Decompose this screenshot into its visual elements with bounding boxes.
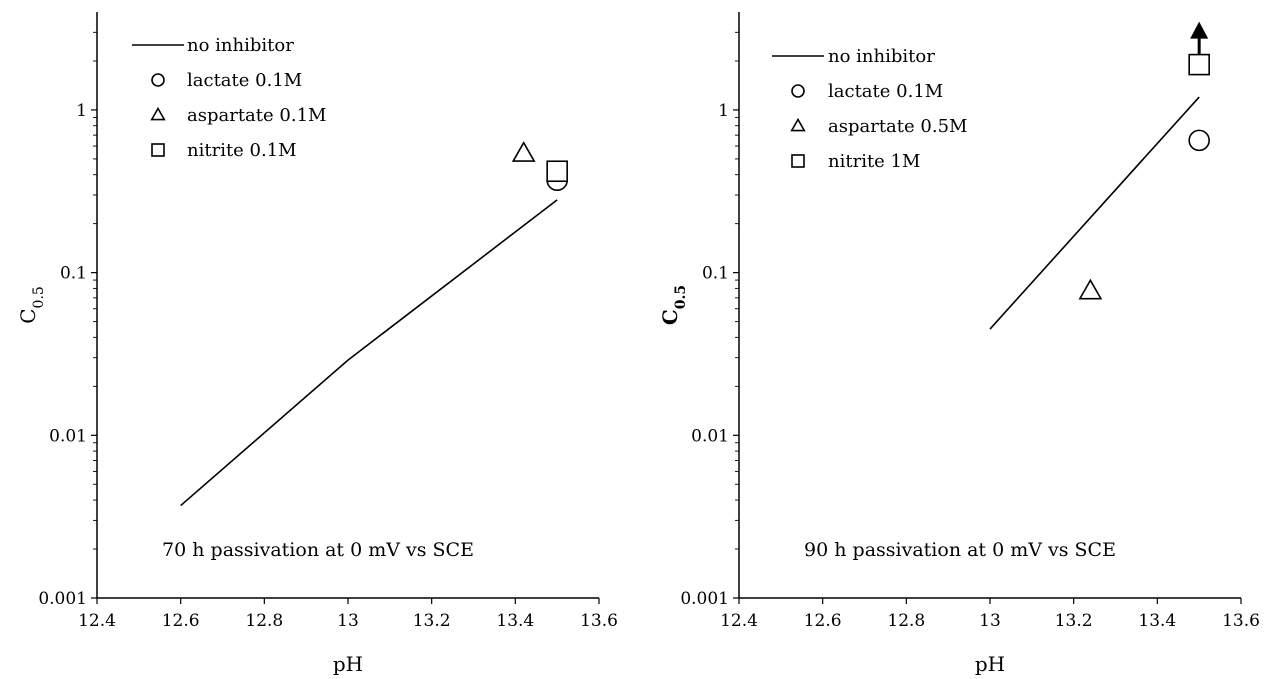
legend-label-lactate-0-1m: lactate 0.1M bbox=[187, 70, 302, 91]
x-axis-title: pH bbox=[333, 652, 363, 676]
data-point-nitrite-0-1m bbox=[546, 160, 568, 183]
x-tick-label: 13.2 bbox=[1055, 611, 1093, 631]
y-tick-label: 1 bbox=[718, 101, 729, 121]
legend-label-no-inhibitor: no inhibitor bbox=[828, 46, 935, 67]
chart-panel-90h: 12.4 12.6 12.8 13 13.2 13.4 13.6 0.001 0.01 0.1 1 p… bbox=[658, 12, 1260, 676]
data-point-aspartate-0-1m bbox=[511, 141, 536, 162]
legend-label-aspartate-0-1m: aspartate 0.1M bbox=[187, 105, 326, 126]
y-tick-label: 0.001 bbox=[680, 589, 729, 609]
y-tick-label: 1 bbox=[76, 101, 87, 121]
x-tick-label: 13.4 bbox=[1138, 611, 1176, 631]
legend-label-aspartate-0-5m: aspartate 0.5M bbox=[828, 116, 967, 137]
chart-panel-70h: 12.4 12.6 12.8 13 13.2 13.4 13.6 0.001 0.01 0.1 1 p… bbox=[16, 12, 618, 676]
up-arrow-head bbox=[1190, 21, 1209, 39]
x-tick-label: 12.8 bbox=[887, 611, 925, 631]
y-tick-label: 0.01 bbox=[49, 426, 87, 446]
y-tick-label: 0.1 bbox=[60, 264, 87, 284]
legend-marker-aspartate-0-1m bbox=[150, 106, 166, 121]
y-tick-label: 0.01 bbox=[691, 426, 729, 446]
data-point-nitrite-1m bbox=[1188, 53, 1210, 76]
legend-marker-nitrite-1m bbox=[791, 154, 805, 168]
x-tick-label: 12.4 bbox=[720, 611, 758, 631]
x-tick-label: 12.4 bbox=[78, 611, 116, 631]
x-tick-label: 12.6 bbox=[804, 611, 842, 631]
y-tick-label: 0.001 bbox=[38, 589, 87, 609]
x-tick-label: 12.6 bbox=[162, 611, 200, 631]
legend-marker-aspartate-0-5m bbox=[790, 117, 806, 132]
data-point-aspartate-0-5m bbox=[1078, 278, 1103, 300]
y-axis-title: C0.5 bbox=[658, 285, 689, 325]
x-axis-title: pH bbox=[975, 652, 1005, 676]
annotation-text: 90 h passivation at 0 mV vs SCE bbox=[804, 539, 1116, 561]
x-tick-label: 12.8 bbox=[245, 611, 283, 631]
x-tick-label: 13.6 bbox=[1222, 611, 1260, 631]
legend-label-lactate-0-1m: lactate 0.1M bbox=[828, 81, 943, 102]
legend-marker-lactate-0-1m bbox=[151, 73, 165, 87]
legend-marker-lactate-0-1m bbox=[791, 84, 805, 98]
legend-label-no-inhibitor: no inhibitor bbox=[187, 35, 294, 56]
x-tick-label: 13.2 bbox=[413, 611, 451, 631]
x-tick-label: 13 bbox=[979, 611, 1001, 631]
legend-label-nitrite-1m: nitrite 1M bbox=[828, 151, 920, 172]
x-tick-label: 13 bbox=[337, 611, 359, 631]
annotation-text: 70 h passivation at 0 mV vs SCE bbox=[162, 539, 474, 561]
legend-marker-nitrite-0-1m bbox=[151, 143, 165, 157]
series-line-no-inhibitor bbox=[989, 96, 1200, 330]
legend-label-nitrite-0-1m: nitrite 0.1M bbox=[187, 140, 297, 161]
y-axis-title: C0.5 bbox=[16, 286, 47, 324]
series-line-no-inhibitor bbox=[180, 199, 558, 507]
y-tick-label: 0.1 bbox=[702, 264, 729, 284]
x-tick-label: 13.4 bbox=[496, 611, 534, 631]
x-tick-label: 13.6 bbox=[580, 611, 618, 631]
data-point-lactate-0-1m bbox=[1188, 129, 1210, 152]
